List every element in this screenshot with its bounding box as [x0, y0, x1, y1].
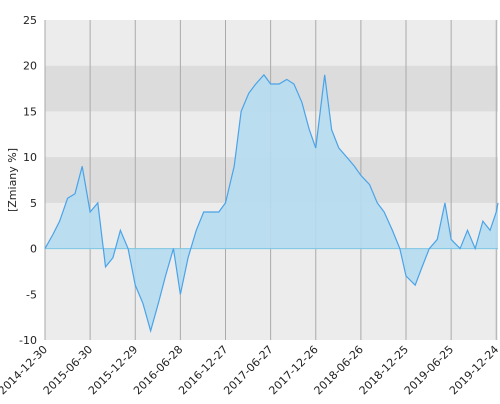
- y-axis-label: [Zmiany %]: [6, 148, 19, 212]
- y-tick-label: -10: [19, 334, 37, 347]
- y-tick-label: 10: [23, 151, 37, 164]
- y-tick-label: 15: [23, 105, 37, 118]
- line: [44, 73, 499, 334]
- y-tick-label: 25: [23, 14, 37, 27]
- y-tick-label: 0: [30, 243, 37, 256]
- y-tick-label: -5: [26, 288, 37, 301]
- y-tick-label: 5: [30, 197, 37, 210]
- y-tick-label: 20: [23, 60, 37, 73]
- area-fill: [45, 74, 498, 331]
